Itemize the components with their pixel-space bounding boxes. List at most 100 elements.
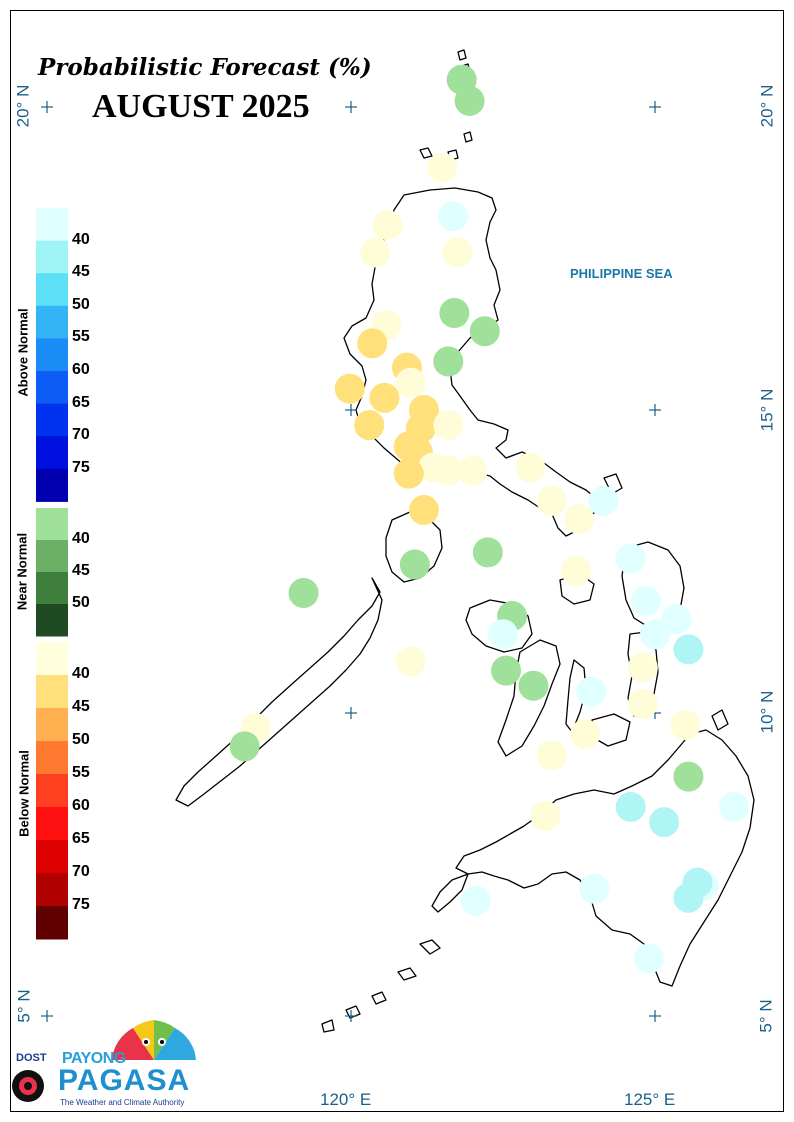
legend-swatch-near_normal [36,572,68,605]
station-marker-below [395,646,426,677]
legend-tick-below_normal: 40 [72,665,90,682]
legend-tick-above_normal: 65 [72,393,90,411]
pagasa-umbrella-icon [112,1020,196,1060]
legend-tick-below_normal: 75 [72,896,90,913]
station-marker-below [570,719,601,750]
station-marker-above [579,873,610,904]
legend-swatch-above_normal [36,305,68,339]
station-marker-below45 [369,382,400,413]
logo-tagline: The Weather and Climate Authority [60,1098,185,1107]
legend-swatch-near_normal [36,604,68,637]
legend-swatch-below_normal [36,708,68,742]
station-marker-above [615,543,646,574]
station-marker-below [433,410,464,441]
station-marker-near [454,85,485,116]
landmass-outlines [175,49,755,1033]
philippine-sea-label: PHILIPPINE SEA [570,266,673,281]
mindanao-island [455,729,755,987]
logo-dost-text: DOST [16,1052,47,1064]
legend-tick-near_normal: 50 [72,594,90,611]
map-frame [10,10,784,1112]
lat-label-right-5: 5° N [756,999,776,1033]
station-marker-near [673,761,704,792]
station-marker-near [439,298,470,329]
pagasa-logo: DOST PAYONG PAGASA The Weather and Clima… [12,1020,212,1112]
station-marker-near [469,316,500,347]
legend-tick-above_normal: 40 [72,230,90,248]
legend-swatch-below_normal [36,741,68,775]
legend-above-normal-title: Above Normal [15,308,31,397]
legend-swatch-above_normal [36,436,68,470]
legend-tick-near_normal: 40 [72,530,90,547]
station-marker-below [530,801,561,832]
station-marker-above40 [615,791,646,822]
legend-swatch-above_normal [36,240,68,274]
legend-swatch-near_normal [36,540,68,573]
legend-tick-above_normal: 55 [72,328,90,346]
station-marker-near [472,537,503,568]
legend-tick-above_normal: 45 [72,263,90,281]
station-marker-below [627,688,658,719]
station-marker-below [360,237,391,268]
station-marker-below [670,710,701,741]
logo-pagasa-text: PAGASA [58,1064,191,1097]
legend-swatch-below_normal [36,675,68,709]
legend-tick-below_normal: 45 [72,698,90,715]
station-marker-above40 [673,882,704,913]
lon-label-125: 125° E [624,1090,676,1109]
station-marker-near [491,655,522,686]
legend-swatch-above_normal [36,371,68,405]
legend-near-normal-title: Near Normal [14,532,30,611]
legend-tick-above_normal: 70 [72,426,90,444]
station-marker-above [460,885,491,916]
station-marker-near [399,549,430,580]
station-marker-below45 [393,458,424,489]
legend-swatch-near_normal [36,508,68,541]
station-marker-above [719,791,750,822]
station-marker-below [457,455,488,486]
legend-color-bars [36,208,68,940]
station-marker-below [560,555,591,586]
station-marker-near [229,731,260,762]
station-marker-above [630,585,661,616]
station-marker-near [518,670,549,701]
station-marker-below45 [408,494,439,525]
legend-tick-below_normal: 55 [72,764,90,781]
legend-tick-near_normal: 45 [72,562,90,579]
station-marker-below [433,455,464,486]
map-title: Probabilistic Forecast (%) [38,54,372,81]
legend-swatch-below_normal [36,774,68,808]
station-marker-below [515,452,546,483]
station-marker-below45 [334,373,365,404]
station-marker-below [395,367,426,398]
dost-seal-icon [12,1070,44,1102]
legend-swatch-above_normal [36,273,68,307]
lat-label-left-5: 5° N [14,989,34,1023]
lat-label-right-15: 15° N [757,388,777,432]
station-marker-above40 [673,634,704,665]
station-marker-near [288,578,319,609]
lon-label-120: 120° E [320,1090,372,1109]
legend-tick-below_normal: 60 [72,797,90,814]
legend-tick-below_normal: 70 [72,863,90,880]
station-marker-below [536,740,567,771]
station-marker-below45 [354,410,385,441]
legend-tick-above_normal: 50 [72,295,90,313]
legend-tick-below_normal: 50 [72,731,90,748]
lat-label-right-20: 20° N [757,84,777,128]
station-marker-above [438,201,469,232]
negros-island [497,639,561,757]
lat-label-right-10: 10° N [757,690,777,734]
zamboanga-peninsula [431,873,469,913]
station-marker-above [576,676,607,707]
legend-swatch-below_normal [36,873,68,907]
legend-swatch-below_normal [36,906,68,940]
logo-payong-text: PAYONG [62,1050,126,1067]
legend-swatch-below_normal [36,807,68,841]
station-marker-below [372,210,403,241]
station-marker-below [627,652,658,683]
station-marker-below [536,485,567,516]
station-marker-below [442,237,473,268]
station-marker-above [488,619,518,650]
